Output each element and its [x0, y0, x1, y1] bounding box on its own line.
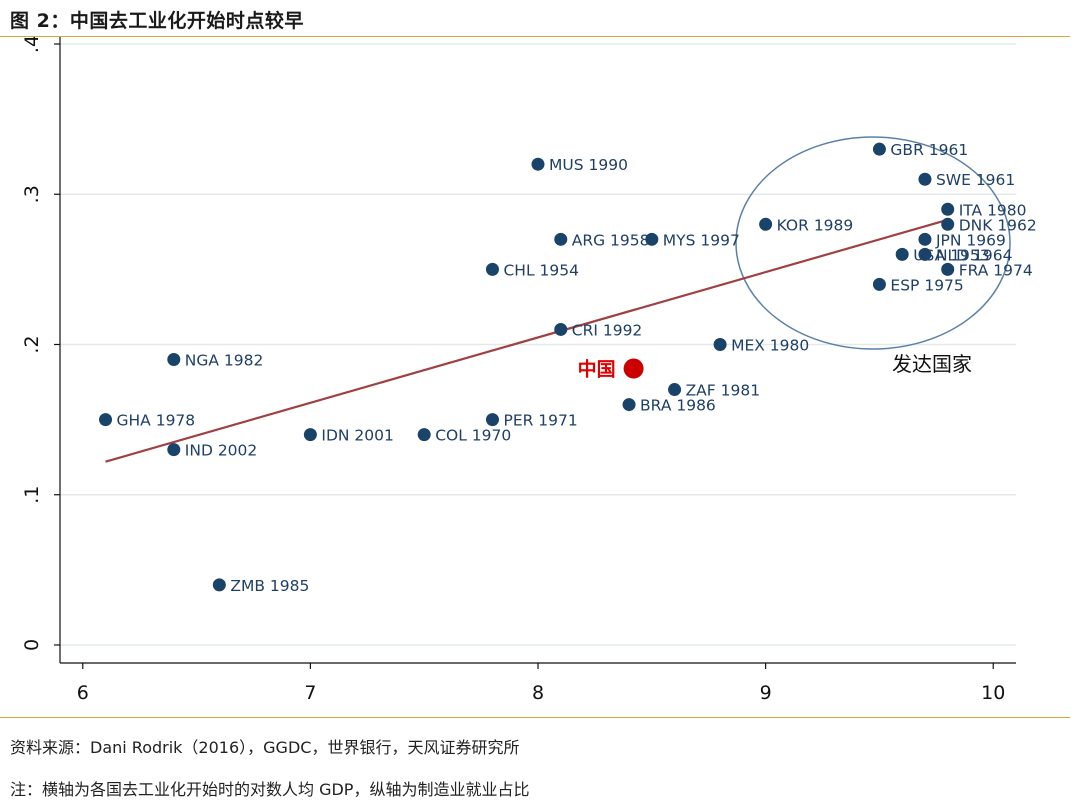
fit-line-layer [105, 218, 949, 463]
point-nga-1982 [167, 353, 181, 367]
point-label-esp-1975: ESP 1975 [890, 276, 963, 294]
point-label-ita-1980: ITA 1980 [959, 201, 1027, 219]
point-bra-1986 [622, 398, 636, 412]
data-points [99, 142, 955, 592]
point-jpn-1969 [918, 232, 932, 246]
developed-group-ellipse-layer: 发达国家 [735, 136, 1011, 376]
point-mus-1990 [531, 157, 545, 171]
point-label-jpn-1969: JPN 1969 [935, 231, 1006, 249]
point-kor-1989 [759, 217, 773, 231]
point-dnk-1962 [941, 217, 955, 231]
point-mys-1997 [645, 232, 659, 246]
point-label-arg-1958: ARG 1958 [572, 231, 650, 249]
point-arg-1958 [554, 232, 568, 246]
x-tick-label-2: 8 [532, 682, 544, 704]
point-label-mys-1997: MYS 1997 [663, 231, 740, 249]
point-gha-1978 [99, 413, 113, 427]
y-tick-label-4: .4 [21, 37, 43, 53]
point-label-idn-2001: IDN 2001 [321, 427, 393, 445]
footnote: 注：横轴为各国去工业化开始时的对数人均 GDP，纵轴为制造业就业占比 [10, 780, 530, 799]
point-ita-1980 [941, 202, 955, 216]
y-tick-label-1: .1 [21, 486, 43, 504]
y-tick-label-2: .2 [21, 335, 43, 353]
x-tick-label-0: 6 [77, 682, 89, 704]
point-label-kor-1989: KOR 1989 [777, 216, 854, 234]
point-labels: GBR 1961 SWE 1961 MUS 1990 ITA 1980 KOR 1989… [117, 141, 1037, 595]
point-label-dnk-1962: DNK 1962 [959, 216, 1037, 234]
grid-lines [60, 43, 1016, 646]
point-zaf-1981 [668, 383, 682, 397]
bottom-divider [0, 717, 1070, 718]
point-label-mus-1990: MUS 1990 [549, 156, 628, 174]
scatter-chart: 发达国家 0 .1 .2 .3 .4 6 7 8 9 10 GBR 1961 SWE 1961 MUS… [21, 37, 1037, 704]
point-label-gbr-1961: GBR 1961 [890, 141, 968, 159]
point-chl-1954 [485, 262, 499, 276]
point-esp-1975 [872, 277, 886, 291]
point-label-zaf-1981: ZAF 1981 [686, 382, 761, 400]
point-label-per-1971: PER 1971 [503, 412, 577, 430]
point-swe-1961 [918, 172, 932, 186]
point-label-bra-1986: BRA 1986 [640, 397, 716, 415]
axes: 0 .1 .2 .3 .4 6 7 8 9 10 [21, 37, 1016, 704]
point-zmb-1985 [212, 578, 226, 592]
point-label-usa-1953: USA 1953 [913, 246, 989, 264]
y-tick-label-0: 0 [21, 639, 43, 651]
point-label-china: 中国 [578, 358, 616, 381]
point-cri-1992 [554, 322, 568, 336]
point-label-gha-1978: GHA 1978 [117, 412, 196, 430]
point-mex-1980 [713, 337, 727, 351]
point-label-fra-1974: FRA 1974 [959, 261, 1033, 279]
point-label-mex-1980: MEX 1980 [731, 336, 809, 354]
annotation-developed-countries: 发达国家 [892, 352, 972, 376]
developed-countries-ellipse [735, 136, 1011, 350]
top-divider [0, 36, 1070, 37]
point-label-col-1970: COL 1970 [435, 427, 511, 445]
figure-title: 图 2：中国去工业化开始时点较早 [10, 10, 304, 32]
point-usa-1953 [895, 247, 909, 261]
point-label-nld-1964: NLD 1964 [936, 246, 1013, 264]
x-tick-label-3: 9 [760, 682, 772, 704]
point-ind-2002 [167, 443, 181, 457]
point-nld-1964 [918, 247, 932, 261]
point-col-1970 [417, 428, 431, 442]
point-label-chl-1954: CHL 1954 [503, 261, 579, 279]
point-china [623, 358, 644, 379]
point-gbr-1961 [872, 142, 886, 156]
source-note: 资料来源：Dani Rodrik（2016），GGDC，世界银行，天风证券研究所 [10, 738, 520, 757]
fit-line [105, 218, 949, 463]
point-per-1971 [485, 413, 499, 427]
y-tick-label-3: .3 [21, 185, 43, 203]
point-label-ind-2002: IND 2002 [185, 442, 257, 460]
x-tick-label-1: 7 [304, 682, 316, 704]
x-tick-label-4: 10 [981, 682, 1005, 704]
point-label-swe-1961: SWE 1961 [936, 171, 1015, 189]
point-label-zmb-1985: ZMB 1985 [230, 577, 309, 595]
point-label-cri-1992: CRI 1992 [572, 321, 643, 339]
point-idn-2001 [303, 428, 317, 442]
point-fra-1974 [941, 262, 955, 276]
point-label-nga-1982: NGA 1982 [185, 352, 264, 370]
